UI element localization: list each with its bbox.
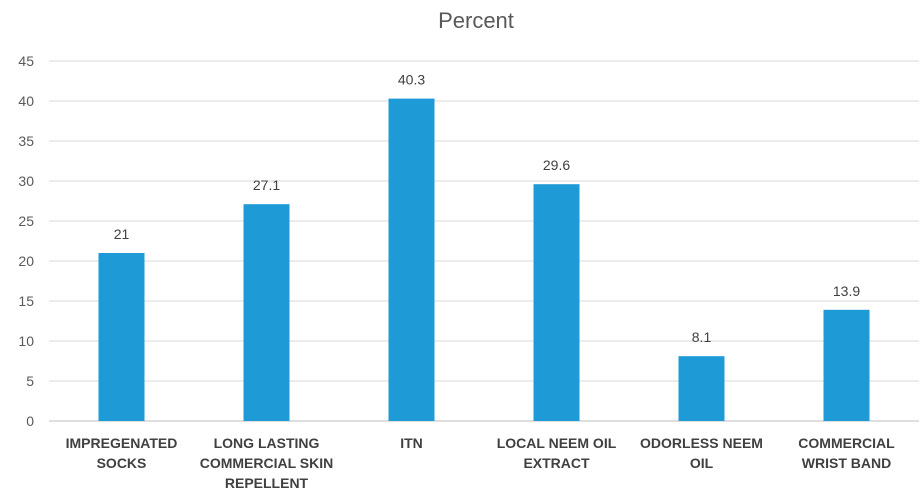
x-tick-label: IMPREGENATED SOCKS [66,435,178,471]
x-tick-label-line: ITN [400,435,423,451]
data-label: 29.6 [543,157,570,173]
gridlines [49,60,919,422]
y-tick-label: 25 [18,213,34,229]
x-tick-label-line: SOCKS [97,455,147,471]
x-tick-label-line: REPELLENT [225,475,309,491]
x-tick-label-line: COMMERCIAL [798,435,895,451]
x-tick-label: ITN [400,435,423,451]
bar [388,98,435,421]
bar [678,356,725,421]
y-tick-label: 35 [18,133,34,149]
x-tick-label-line: WRIST BAND [802,455,891,471]
x-tick-label-line: LOCAL NEEM OIL [497,435,617,451]
y-tick-label: 5 [26,373,34,389]
y-tick-label: 15 [18,293,34,309]
bar [243,204,290,421]
x-tick-label-line: LONG LASTING [214,435,320,451]
data-label: 13.9 [833,283,860,299]
bar [823,309,870,421]
bar [533,184,580,421]
x-tick-label: LONG LASTING COMMERCIAL SKIN REPELLENT [200,435,334,491]
x-tick-label-line: OIL [690,455,714,471]
x-tick-label: LOCAL NEEM OIL EXTRACT [497,435,617,471]
y-tick-label: 10 [18,333,34,349]
bars [98,98,870,421]
y-tick-label: 20 [18,253,34,269]
y-tick-label: 0 [26,413,34,429]
y-tick-label: 40 [18,93,34,109]
y-tick-label: 45 [18,53,34,69]
data-label: 27.1 [253,177,280,193]
x-axis-category-labels: IMPREGENATED SOCKS LONG LASTING COMMERCIAL … [66,435,896,491]
data-label: 40.3 [398,72,425,88]
data-labels: 21 27.1 40.3 29.6 8.1 13.9 [114,72,861,346]
x-tick-label: ODORLESS NEEM OIL [640,435,763,471]
data-label: 21 [114,226,130,242]
x-tick-label-line: EXTRACT [523,455,590,471]
x-tick-label-line: COMMERCIAL SKIN [200,455,334,471]
chart-title: Percent [438,8,514,33]
data-label: 8.1 [692,329,712,345]
bar [98,253,145,421]
x-tick-label-line: IMPREGENATED [66,435,178,451]
x-tick-label-line: ODORLESS NEEM [640,435,763,451]
y-axis-tick-labels: 0 5 10 15 20 25 30 35 40 45 [18,53,34,429]
x-tick-label: COMMERCIAL WRIST BAND [798,435,895,471]
y-tick-label: 30 [18,173,34,189]
